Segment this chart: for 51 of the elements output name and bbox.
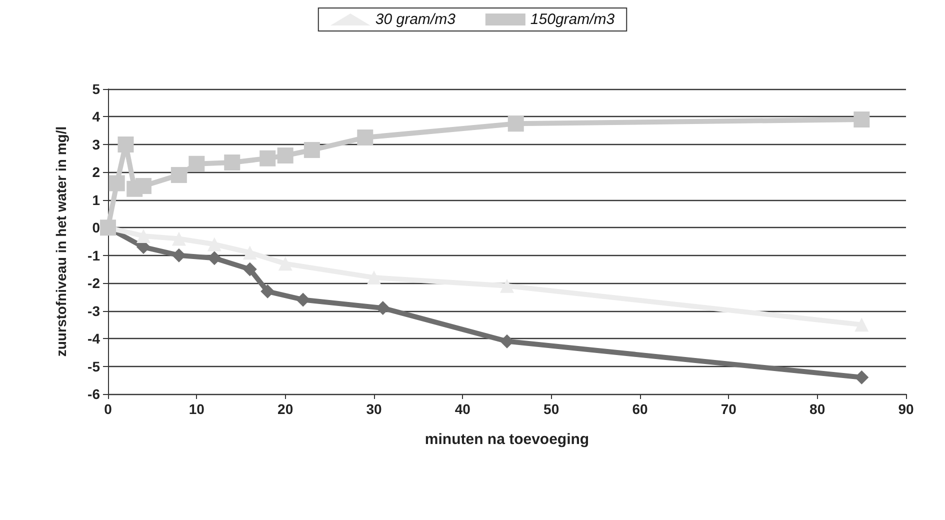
y-tick-label: 0 [92,220,100,236]
point [854,370,869,384]
x-tick-label: 50 [544,401,560,417]
y-tick-label: 4 [92,108,100,125]
point [136,228,150,243]
y-axis-title: zuurstofniveau in het water in mg/l [53,126,69,357]
legend-label: 150gram/m3 [530,11,616,28]
y-tick-label: -2 [88,275,100,292]
point [242,246,257,260]
point [207,251,222,266]
point [242,262,257,276]
point [854,112,870,128]
point [277,148,294,164]
y-tick-label: 3 [92,136,100,152]
point [118,136,134,152]
point [188,156,205,172]
point [207,237,222,252]
x-tick-label: 60 [632,401,648,417]
point [224,154,240,170]
x-tick-label: 80 [810,401,826,417]
x-tick-label: 70 [720,401,737,417]
point [500,278,514,293]
point [260,150,276,166]
point [170,166,187,183]
x-tick-label: 90 [898,401,914,417]
x-tick-label: 40 [454,401,471,417]
point [357,130,374,146]
point [367,270,381,285]
point [108,175,125,192]
point [508,116,524,132]
x-tick-label: 30 [366,401,382,417]
point [135,178,152,194]
y-tick-label: -3 [88,302,100,319]
point [296,292,310,307]
x-axis-title: minuten na toevoeging [424,431,590,448]
y-tick-label: -6 [88,386,100,402]
y-tick-label: -1 [88,247,100,264]
point [278,256,292,271]
point [304,142,320,158]
point [500,334,514,348]
y-tick-label: 5 [92,81,100,97]
x-tick-label: 20 [278,401,294,417]
y-tick-label: 2 [92,164,100,180]
y-tick-label: -4 [88,330,100,347]
legend-label: 30 gram/m3 [375,11,456,28]
point [260,284,275,298]
y-tick-label: -5 [88,358,100,374]
y-tick-label: 1 [92,192,100,208]
point [172,248,186,262]
x-tick-label: 0 [104,401,112,417]
x-tick-label: 10 [188,401,205,417]
